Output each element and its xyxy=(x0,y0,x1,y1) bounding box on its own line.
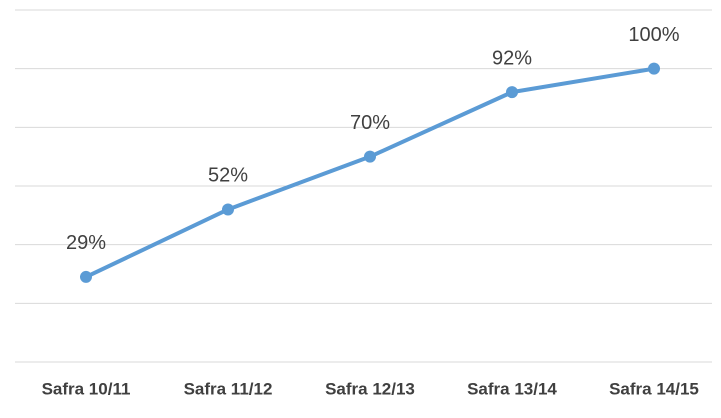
point xyxy=(80,270,92,283)
x-tick-label: Safra 13/14 xyxy=(467,379,557,398)
point xyxy=(506,86,518,99)
x-tick-label: Safra 11/12 xyxy=(184,379,273,398)
x-tick-label: Safra 10/11 xyxy=(42,379,131,398)
data-label: 100% xyxy=(628,24,679,46)
data-label: 92% xyxy=(492,47,532,69)
data-label: 70% xyxy=(350,112,390,134)
point xyxy=(364,150,376,163)
point xyxy=(648,62,660,75)
data-label: 52% xyxy=(208,165,248,187)
x-tick-label: Safra 14/15 xyxy=(609,379,699,398)
point xyxy=(222,203,234,216)
line xyxy=(85,66,655,279)
x-tick-label: Safra 12/13 xyxy=(325,379,415,398)
data-label: 29% xyxy=(66,232,106,254)
